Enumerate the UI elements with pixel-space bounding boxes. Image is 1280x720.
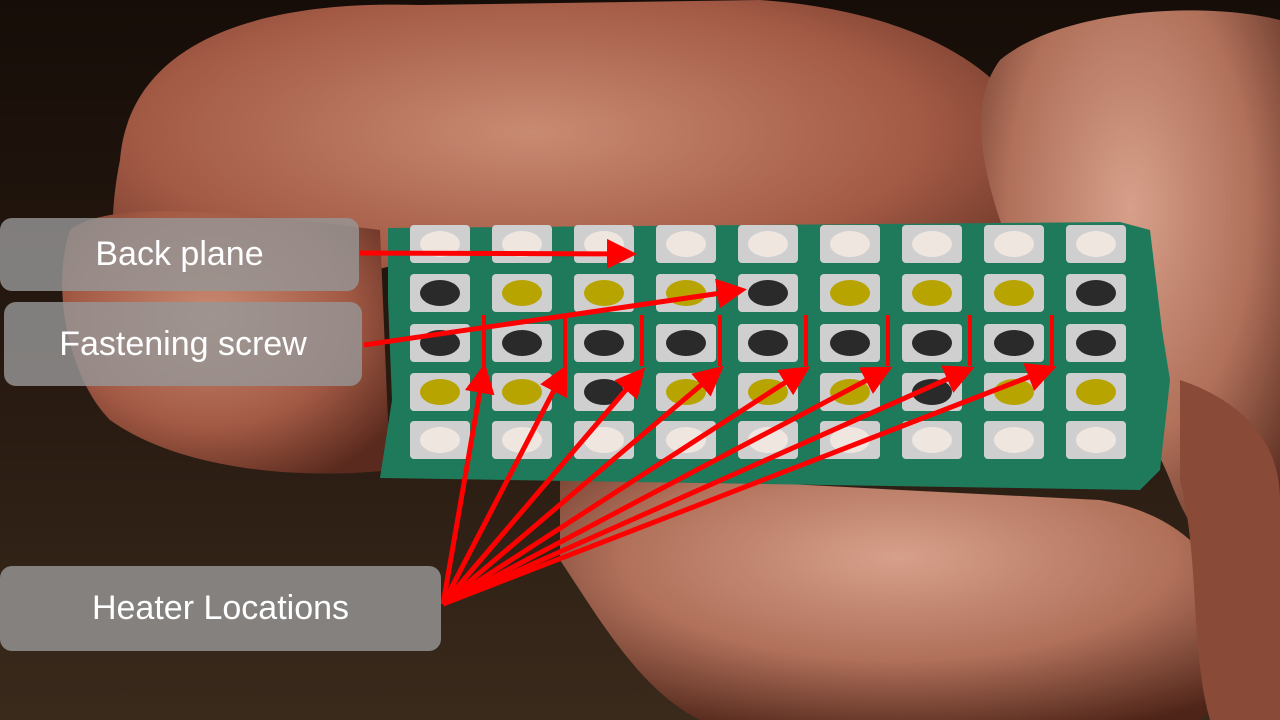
heater-arrow xyxy=(440,364,568,606)
pad-hole xyxy=(502,280,542,306)
pad-hole xyxy=(748,280,788,306)
heater-arrows xyxy=(440,363,1057,607)
pad-hole xyxy=(420,231,460,257)
heater-arrow xyxy=(441,367,646,606)
pad-hole xyxy=(748,330,788,356)
pad-hole xyxy=(994,280,1034,306)
pad-hole xyxy=(912,427,952,453)
pad-hole xyxy=(748,427,788,453)
fastening-screw-label-box: Fastening screw xyxy=(4,302,362,386)
fastening-screw-arrow xyxy=(363,278,747,348)
pad-hole xyxy=(1076,379,1116,405)
pad-hole xyxy=(666,330,706,356)
lower-right-finger xyxy=(1180,380,1280,720)
pad-hole xyxy=(420,280,460,306)
pad-hole xyxy=(584,280,624,306)
pad-hole xyxy=(994,330,1034,356)
pad-hole xyxy=(584,427,624,453)
pad-hole xyxy=(502,330,542,356)
heater-locations-label: Heater Locations xyxy=(91,589,350,627)
pad-hole xyxy=(1076,330,1116,356)
pad-hole xyxy=(830,231,870,257)
pad-hole xyxy=(912,280,952,306)
pad-hole xyxy=(666,427,706,453)
pad-hole xyxy=(584,379,624,405)
heater-ticks xyxy=(482,315,1054,366)
board-pads xyxy=(410,225,1126,459)
annotation-arrows xyxy=(359,238,1057,607)
fastening-screw-label: Fastening screw xyxy=(59,324,307,363)
back-plane-label: Back plane xyxy=(95,235,264,273)
pad-hole xyxy=(748,231,788,257)
heater-arrow xyxy=(441,366,893,607)
heater-arrow xyxy=(441,365,724,606)
heater-locations-label-box: Heater Locations xyxy=(0,566,441,651)
back-plane-arrow xyxy=(359,238,637,269)
pad-hole xyxy=(994,427,1034,453)
heater-arrow xyxy=(441,366,811,607)
heater-arrow xyxy=(440,363,495,605)
pad-hole xyxy=(994,231,1034,257)
pad-hole xyxy=(1076,427,1116,453)
pad-hole xyxy=(912,231,952,257)
pad-hole xyxy=(830,427,870,453)
pad-hole xyxy=(830,280,870,306)
pad-hole xyxy=(584,330,624,356)
pad-hole xyxy=(1076,280,1116,306)
pad-hole xyxy=(502,231,542,257)
bottom-thumb xyxy=(560,470,1235,720)
pad-hole xyxy=(420,379,460,405)
heater-arrow xyxy=(441,365,975,607)
pad-hole xyxy=(666,231,706,257)
back-plane-label-box: Back plane xyxy=(0,218,359,291)
pad-hole xyxy=(912,330,952,356)
pad-hole xyxy=(420,427,460,453)
pad-hole xyxy=(502,379,542,405)
pad-hole xyxy=(830,330,870,356)
heater-arrow xyxy=(442,363,1057,607)
pad-hole xyxy=(1076,231,1116,257)
